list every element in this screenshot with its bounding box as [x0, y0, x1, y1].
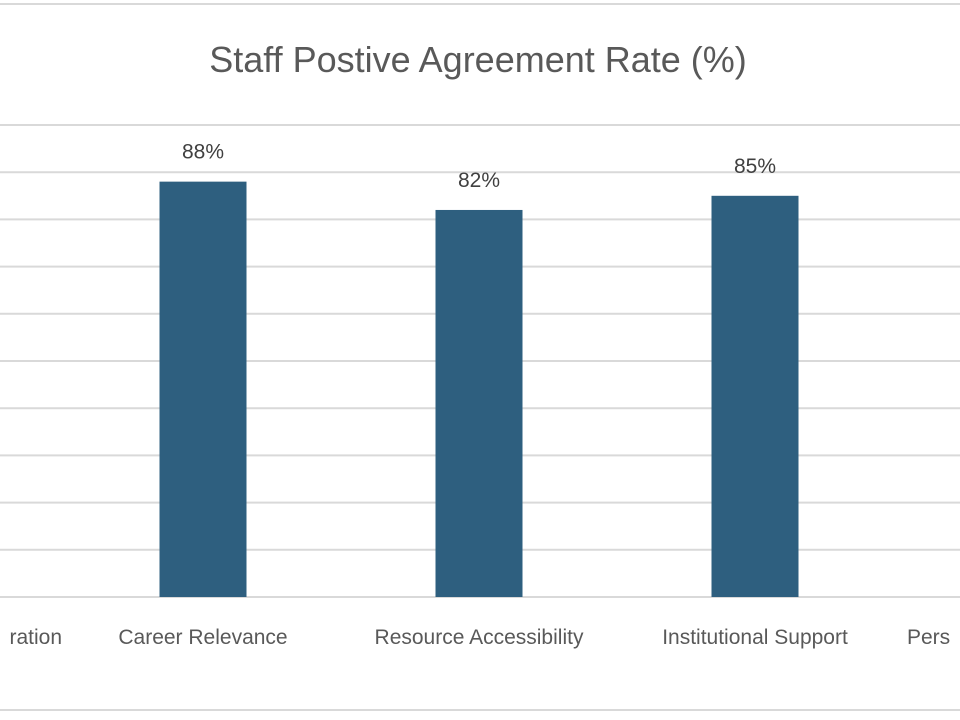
bar: [159, 181, 247, 597]
data-label: 88%: [182, 141, 224, 164]
x-tick-label: Career Relevance: [118, 626, 287, 649]
chart-title: Staff Postive Agreement Rate (%): [209, 39, 747, 80]
bar: [711, 195, 799, 598]
x-tick-label: Pers: [907, 626, 950, 649]
bar: [435, 209, 523, 597]
data-label: 82%: [458, 169, 500, 192]
x-tick-label: Resource Accessibility: [375, 626, 584, 649]
x-tick-label: Institutional Support: [662, 626, 848, 649]
data-label: 85%: [734, 155, 776, 178]
x-tick-label: ration: [9, 626, 62, 649]
